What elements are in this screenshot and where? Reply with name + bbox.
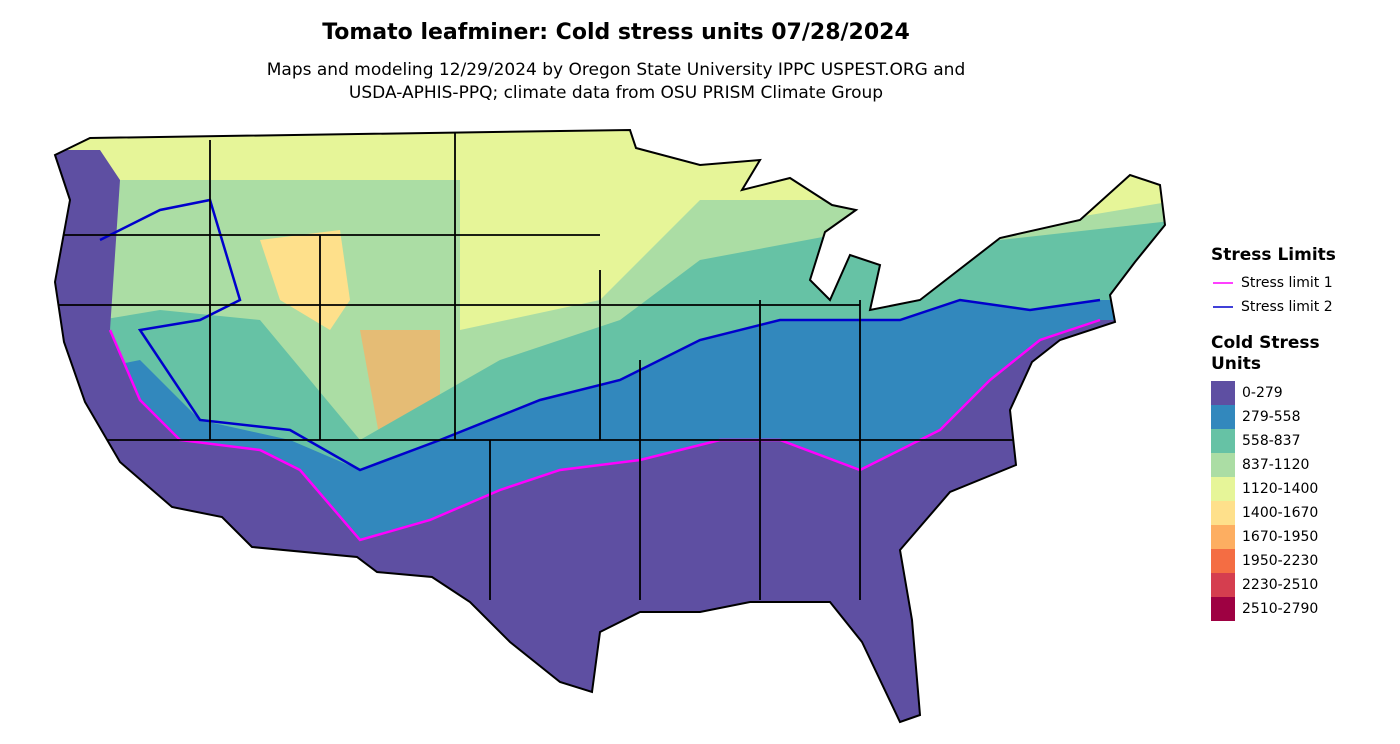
map <box>55 130 1165 722</box>
legend-label: 279-558 <box>1242 409 1301 425</box>
legend-title: Units <box>1211 354 1261 374</box>
legend-title: Cold Stress <box>1211 333 1320 353</box>
legend-swatch <box>1211 453 1235 477</box>
title: Tomato leafminer: Cold stress units 07/2… <box>322 20 910 45</box>
legend-label: Stress limit 1 <box>1241 275 1333 291</box>
legend-swatch <box>1211 381 1235 405</box>
state-lines <box>55 130 1020 600</box>
legend-swatch <box>1211 501 1235 525</box>
legend-swatch <box>1211 405 1235 429</box>
legend-label: 2230-2510 <box>1242 577 1318 593</box>
legend-label: 0-279 <box>1242 385 1283 401</box>
legend-swatch <box>1211 597 1235 621</box>
subtitle: USDA-APHIS-PPQ; climate data from OSU PR… <box>349 83 883 103</box>
legend-label: 1120-1400 <box>1242 481 1318 497</box>
subtitle: Maps and modeling 12/29/2024 by Oregon S… <box>267 60 966 80</box>
legend-title: Stress Limits <box>1211 245 1336 265</box>
legend-label: 837-1120 <box>1242 457 1309 473</box>
legend-label: 1950-2230 <box>1242 553 1318 569</box>
legend: Stress Limits Cold Stress Units Stress l… <box>1211 245 1336 621</box>
stress-limit-2 <box>99 198 1101 472</box>
legend-label: Stress limit 2 <box>1241 299 1333 315</box>
legend-label: 558-837 <box>1242 433 1301 449</box>
legend-swatch <box>1211 477 1235 501</box>
legend-swatch <box>1211 573 1235 597</box>
legend-swatch <box>1211 429 1235 453</box>
legend-label: 2510-2790 <box>1242 601 1318 617</box>
legend-swatch <box>1211 525 1235 549</box>
stress-limit-1 <box>108 318 1101 542</box>
legend-swatch <box>1211 549 1235 573</box>
legend-label: 1400-1670 <box>1242 505 1318 521</box>
legend-label: 1670-1950 <box>1242 529 1318 545</box>
